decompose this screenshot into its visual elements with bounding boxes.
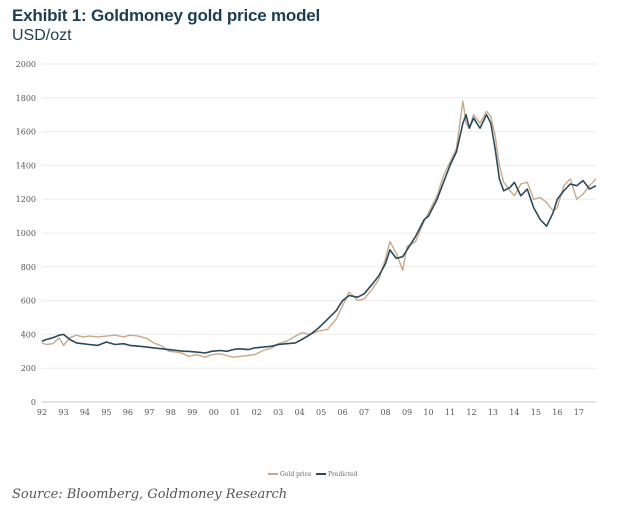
x-tick-label: 92 (37, 408, 47, 417)
x-tick-label: 09 (402, 408, 412, 417)
x-tick-label: 00 (209, 408, 219, 417)
x-tick-label: 06 (338, 408, 348, 417)
x-tick-label: 12 (466, 408, 476, 417)
x-tick-label: 13 (488, 408, 498, 417)
x-tick-label: 08 (380, 408, 390, 417)
gridlines (42, 63, 596, 403)
x-tick-label: 07 (359, 408, 369, 417)
x-tick-label: 93 (58, 408, 68, 417)
legend-label: Predicted (328, 471, 358, 478)
y-tick-label: 400 (21, 330, 36, 339)
y-tick-label: 1800 (16, 94, 36, 103)
y-tick-label: 0 (31, 398, 36, 407)
x-tick-label: 95 (101, 408, 111, 417)
x-tick-label: 15 (531, 408, 541, 417)
y-tick-label: 1200 (16, 195, 36, 204)
x-tick-label: 94 (80, 408, 90, 417)
x-tick-label: 04 (295, 408, 305, 417)
x-tick-label: 01 (230, 408, 240, 417)
legend-label: Gold price (280, 471, 312, 478)
x-axis-ticks: 92 93 94 95 96 97 98 99 00 01 02 03 04 05 06 07 08 09 10 11… (37, 408, 584, 417)
x-tick-label: 96 (123, 408, 133, 417)
series-lines (41, 100, 597, 358)
x-tick-label: 05 (316, 408, 326, 417)
chart-title: Exhibit 1: Goldmoney gold price model (12, 6, 321, 25)
legend: Gold price Predicted (268, 471, 358, 478)
chart-unit-subtitle: USD/ozt (12, 27, 72, 44)
x-tick-label: 14 (509, 408, 519, 417)
y-tick-label: 1600 (16, 128, 36, 137)
x-tick-label: 16 (552, 408, 562, 417)
y-tick-label: 2000 (16, 60, 36, 69)
x-tick-label: 99 (187, 408, 197, 417)
series-line-predicted (41, 113, 597, 354)
x-tick-label: 10 (423, 408, 433, 417)
x-tick-label: 17 (574, 408, 584, 417)
series-line-gold-price (41, 100, 597, 358)
y-tick-label: 1400 (16, 161, 36, 170)
y-tick-label: 200 (21, 364, 36, 373)
x-tick-label: 97 (144, 408, 154, 417)
y-axis-ticks: 0 200 400 600 800 1000 1200 1400 1600 1800 2000 (16, 60, 36, 407)
x-tick-label: 11 (445, 408, 455, 417)
x-tick-label: 03 (273, 408, 283, 417)
y-tick-label: 800 (21, 263, 36, 272)
y-tick-label: 600 (21, 297, 36, 306)
source-note: Source: Bloomberg, Goldmoney Research (12, 487, 288, 502)
x-tick-label: 98 (166, 408, 176, 417)
x-tick-label: 02 (252, 408, 262, 417)
y-tick-label: 1000 (16, 229, 36, 238)
